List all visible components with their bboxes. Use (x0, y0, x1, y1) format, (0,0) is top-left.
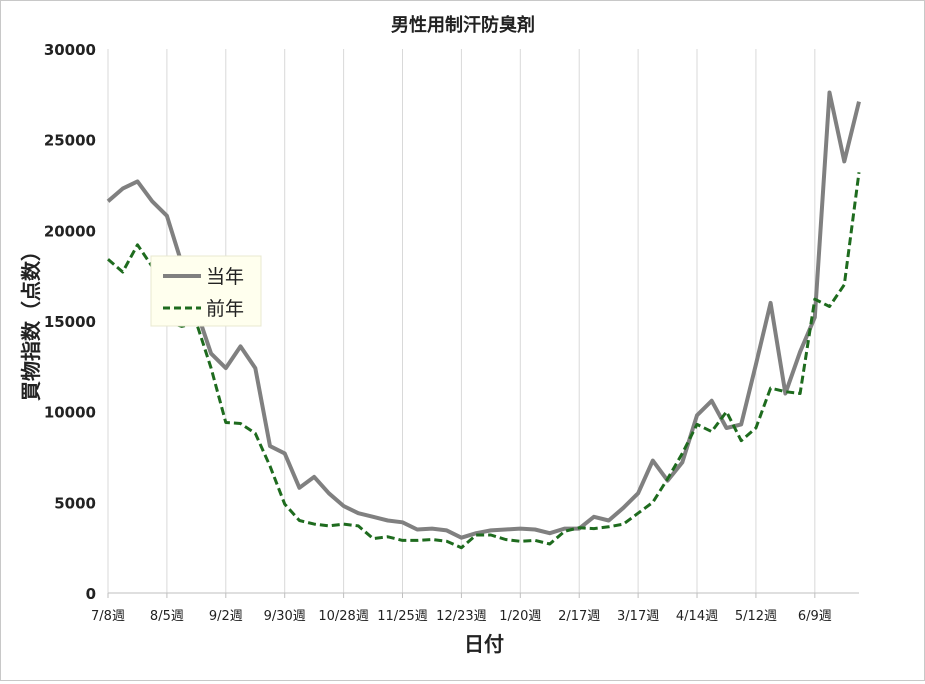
x-tick-label: 8/5週 (150, 609, 184, 624)
series-line-previous-year (107, 172, 861, 550)
x-tick-label: 4/14週 (676, 609, 718, 624)
legend-label-previous-year: 前年 (206, 298, 244, 320)
legend-label-current-year: 当年 (206, 266, 244, 288)
x-tick-label: 10/28週 (318, 609, 368, 624)
x-tick-label: 1/20週 (499, 609, 541, 624)
x-tick-label: 7/8週 (91, 609, 125, 624)
y-tick-label: 0 (86, 585, 96, 603)
x-tick-label: 6/9週 (798, 609, 832, 624)
x-tick-label: 12/23週 (436, 609, 486, 624)
y-axis-label: 買物指数（点数） (19, 241, 43, 401)
y-tick-label: 5000 (54, 494, 96, 512)
y-tick-label: 10000 (44, 404, 96, 422)
x-tick-label: 5/12週 (735, 609, 777, 624)
x-tick-label: 2/17週 (558, 609, 600, 624)
chart-title: 男性用制汗防臭剤 (391, 14, 535, 36)
x-tick-label: 9/30週 (264, 609, 306, 624)
y-tick-label: 30000 (44, 41, 96, 59)
y-tick-label: 20000 (44, 222, 96, 240)
series-layer (106, 90, 861, 550)
x-tick-label: 11/25週 (377, 609, 427, 624)
x-tick-label: 9/2週 (209, 609, 243, 624)
x-axis-ticks: 7/8週 8/5週 9/2週 9/30週 10/28週 11/25週 12/23週 1/20週… (91, 593, 832, 624)
x-axis-label: 日付 (464, 632, 504, 656)
y-tick-label: 15000 (44, 313, 96, 331)
legend: 当年 前年 (150, 255, 262, 327)
legend-box (150, 255, 262, 327)
y-tick-label: 25000 (44, 132, 96, 150)
y-axis-ticks: 0 5000 10000 15000 20000 25000 30000 (44, 41, 96, 603)
x-tick-label: 3/17週 (617, 609, 659, 624)
